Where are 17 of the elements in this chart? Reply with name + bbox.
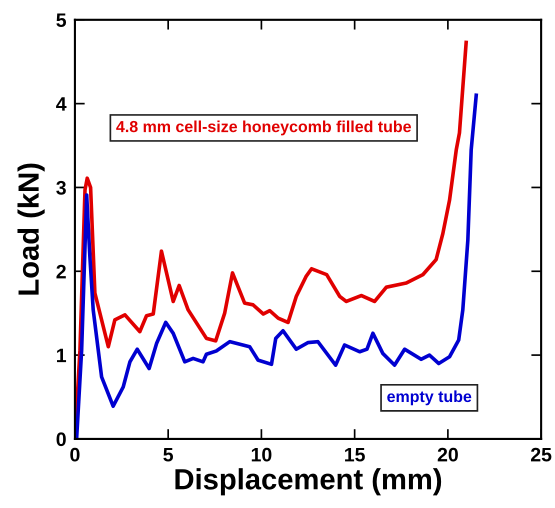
x-tick-label: 15 — [345, 448, 365, 462]
y-tick-label: 3 — [56, 180, 66, 195]
x-tick-label: 5 — [163, 448, 174, 462]
y-tick-label: 1 — [57, 348, 66, 362]
y-tick-label: 2 — [56, 264, 66, 278]
y-tick-label: 0 — [56, 432, 66, 446]
x-tick-label: 25 — [530, 448, 552, 462]
x-tick-label: 10 — [252, 448, 272, 462]
y-axis-title: Load (kN) — [17, 164, 45, 295]
x-axis-title: Displacement (mm) — [175, 468, 442, 496]
y-tick-label: 4 — [56, 97, 66, 111]
text: 4.8 mm cell-size honeycomb filled tube — [116, 120, 411, 136]
x-tick-label: 20 — [438, 448, 458, 462]
line-series — [74, 93, 478, 439]
x-tick-label: 0 — [70, 448, 80, 462]
series-label: empty tube — [387, 390, 472, 406]
y-tick-label: 5 — [56, 13, 66, 28]
